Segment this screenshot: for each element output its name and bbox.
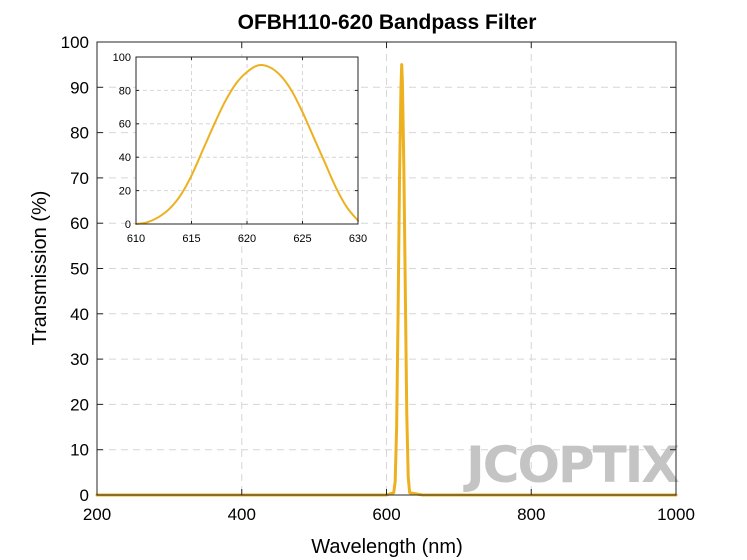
- y-axis-label: Transmission (%): [29, 191, 51, 346]
- inset-xtick-label: 615: [182, 233, 200, 245]
- inset-xtick-label: 625: [293, 233, 311, 245]
- inset-xtick-label: 610: [127, 233, 145, 245]
- main-xtick-label: 400: [228, 505, 256, 524]
- inset-background: [136, 57, 358, 224]
- inset-ytick-label: 40: [119, 152, 131, 164]
- main-ytick-label: 60: [70, 214, 89, 233]
- inset-ytick-label: 80: [119, 85, 131, 97]
- inset-ytick-label: 20: [119, 185, 131, 197]
- main-xtick-label: 1000: [657, 505, 695, 524]
- inset-tick-labels: 0 20 40 60 80 100 610 615 620 625 630: [113, 52, 368, 245]
- inset-chart: 0 20 40 60 80 100 610 615 620 625 630: [113, 52, 368, 245]
- inset-xtick-label: 620: [238, 233, 256, 245]
- main-ytick-label: 70: [70, 169, 89, 188]
- main-series-layer: [95, 63, 678, 497]
- chart-title: OFBH110-620 Bandpass Filter: [238, 11, 537, 34]
- main-xtick-label: 800: [517, 505, 545, 524]
- inset-ytick-label: 0: [125, 219, 131, 231]
- main-ytick-label: 90: [70, 78, 89, 97]
- inset-ytick-label: 100: [113, 52, 131, 64]
- main-ytick-label: 100: [61, 33, 89, 52]
- main-xtick-label: 200: [83, 505, 111, 524]
- x-axis-label: Wavelength (nm): [311, 536, 463, 558]
- main-xtick-label: 600: [372, 505, 400, 524]
- jcoptix-watermark: JCOPTIX: [463, 436, 679, 494]
- main-ytick-label: 10: [70, 441, 89, 460]
- main-ytick-label: 50: [70, 259, 89, 278]
- main-ytick-label: 0: [80, 486, 89, 505]
- main-series-line-0: [95, 63, 678, 497]
- main-ytick-label: 80: [70, 124, 89, 143]
- main-ytick-label: 20: [70, 395, 89, 414]
- main-ytick-label: 40: [70, 305, 89, 324]
- inset-xtick-label: 630: [349, 233, 367, 245]
- main-ytick-label: 30: [70, 350, 89, 369]
- inset-series-layer: [135, 64, 359, 225]
- inset-ytick-label: 60: [119, 119, 131, 131]
- inset-gridlines: [136, 57, 358, 224]
- inset-series-line-0: [135, 64, 359, 225]
